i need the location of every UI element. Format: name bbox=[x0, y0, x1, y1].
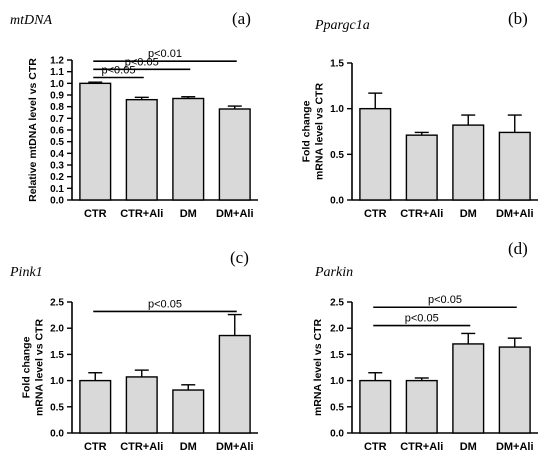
bar-dm-ali bbox=[498, 346, 531, 434]
panel-letter: (a) bbox=[232, 9, 251, 28]
category-label: DM+Ali bbox=[496, 208, 534, 220]
bar-dm bbox=[172, 97, 205, 201]
panel-letter: (c) bbox=[230, 248, 249, 267]
category-label: DM bbox=[460, 441, 477, 453]
y-tick-label: 0.2 bbox=[50, 172, 64, 183]
bar-ctr bbox=[359, 379, 392, 434]
y-axis-label: mRNA level vs CTR bbox=[34, 319, 46, 416]
bar-ctr-ali bbox=[125, 98, 158, 201]
y-tick-label: 0.8 bbox=[50, 102, 64, 113]
y-tick-label: 0.4 bbox=[50, 149, 64, 160]
category-label: CTR+Ali bbox=[120, 208, 163, 220]
gene-label: Parkin bbox=[314, 265, 353, 280]
category-label: DM bbox=[460, 208, 477, 220]
y-tick-label: 0.0 bbox=[50, 196, 64, 207]
bar-dm-ali bbox=[498, 131, 531, 201]
category-label: DM bbox=[180, 441, 197, 453]
y-tick-label: 1.0 bbox=[50, 79, 64, 90]
gene-label: Ppargc1a bbox=[314, 18, 370, 33]
category-label: DM bbox=[180, 208, 197, 220]
chart-panel-3: 0.0 0.5 1.0 1.5 2.0 2.5 CTR CTR+Ali DM DM+Ali p<0.… bbox=[9, 248, 258, 453]
y-tick-label: 0.0 bbox=[330, 196, 344, 207]
y-axis-label: Relative mtDNA level vs CTR bbox=[27, 58, 39, 202]
bar-dm bbox=[452, 343, 485, 434]
category-label: CTR bbox=[364, 208, 387, 220]
category-label: CTR+Ali bbox=[400, 208, 443, 220]
significance-label: p<0.05 bbox=[102, 65, 136, 77]
chart-panel-2: 0.0 0.5 1.0 1.5 CTR CTR+Ali DM DM+Ali Fold chang… bbox=[301, 9, 538, 220]
y-tick-label: 1.5 bbox=[330, 350, 344, 361]
y-tick-label: 2.5 bbox=[330, 298, 344, 309]
y-axis-label: mRNA level vs CTR bbox=[314, 83, 326, 180]
y-tick-label: 0.0 bbox=[50, 429, 64, 440]
significance-label: p<0.01 bbox=[148, 48, 182, 60]
y-tick-label: 0.0 bbox=[330, 429, 344, 440]
category-label: CTR+Ali bbox=[120, 441, 163, 453]
y-tick-label: 0.5 bbox=[50, 402, 64, 413]
category-label: CTR bbox=[84, 441, 107, 453]
significance-label: p<0.05 bbox=[428, 294, 462, 306]
gene-label: Pink1 bbox=[9, 265, 43, 280]
significance-label: p<0.05 bbox=[125, 56, 159, 68]
category-label: DM+Ali bbox=[216, 441, 254, 453]
bar-ctr-ali bbox=[405, 134, 438, 201]
bar-ctr-ali bbox=[125, 376, 158, 434]
gene-label: mtDNA bbox=[10, 13, 52, 28]
category-label: CTR bbox=[364, 441, 387, 453]
category-label: CTR bbox=[84, 208, 107, 220]
y-tick-label: 0.6 bbox=[50, 126, 64, 137]
category-label: CTR+Ali bbox=[400, 441, 443, 453]
y-tick-label: 1.0 bbox=[50, 376, 64, 387]
category-label: DM+Ali bbox=[216, 208, 254, 220]
y-axis-label: mRNA level vs CTR bbox=[312, 319, 324, 416]
bar-ctr bbox=[79, 82, 112, 201]
y-tick-label: 0.1 bbox=[50, 184, 64, 195]
bar-ctr bbox=[79, 379, 112, 434]
y-tick-label: 0.5 bbox=[330, 150, 344, 161]
y-tick-label: 2.0 bbox=[50, 324, 64, 335]
bar-dm bbox=[172, 389, 205, 434]
significance-label: p<0.05 bbox=[148, 298, 182, 310]
panel-letter: (b) bbox=[508, 9, 528, 28]
y-tick-label: 0.7 bbox=[50, 114, 64, 125]
chart-panel-4: 0.0 0.5 1.0 1.5 2.0 2.5 CTR CTR+Ali DM DM+Ali p<0.… bbox=[312, 239, 538, 453]
y-tick-label: 2.0 bbox=[330, 324, 344, 335]
y-tick-label: 1.1 bbox=[50, 67, 64, 78]
y-tick-label: 0.5 bbox=[330, 402, 344, 413]
y-axis-label: Fold change bbox=[21, 336, 33, 398]
panel-letter: (d) bbox=[508, 239, 528, 258]
y-tick-label: 1.5 bbox=[50, 350, 64, 361]
chart-panel-1: 0.00.10.20.30.40.50.60.70.80.91.01.11.2 C… bbox=[10, 9, 258, 220]
y-tick-label: 0.5 bbox=[50, 137, 64, 148]
bar-dm-ali bbox=[218, 334, 251, 434]
y-axis-label: Fold change bbox=[301, 100, 313, 162]
y-tick-label: 2.5 bbox=[50, 298, 64, 309]
significance-label: p<0.05 bbox=[405, 313, 439, 325]
y-tick-label: 0.3 bbox=[50, 161, 64, 172]
y-tick-label: 1.5 bbox=[330, 59, 344, 70]
bar-ctr-ali bbox=[405, 379, 438, 434]
bar-dm-ali bbox=[218, 108, 251, 201]
y-tick-label: 1.0 bbox=[330, 376, 344, 387]
category-label: DM+Ali bbox=[496, 441, 534, 453]
y-tick-label: 0.9 bbox=[50, 91, 64, 102]
bar-dm bbox=[452, 124, 485, 201]
y-tick-label: 1.2 bbox=[50, 56, 64, 67]
bar-ctr bbox=[359, 107, 392, 201]
y-tick-label: 1.0 bbox=[330, 104, 344, 115]
